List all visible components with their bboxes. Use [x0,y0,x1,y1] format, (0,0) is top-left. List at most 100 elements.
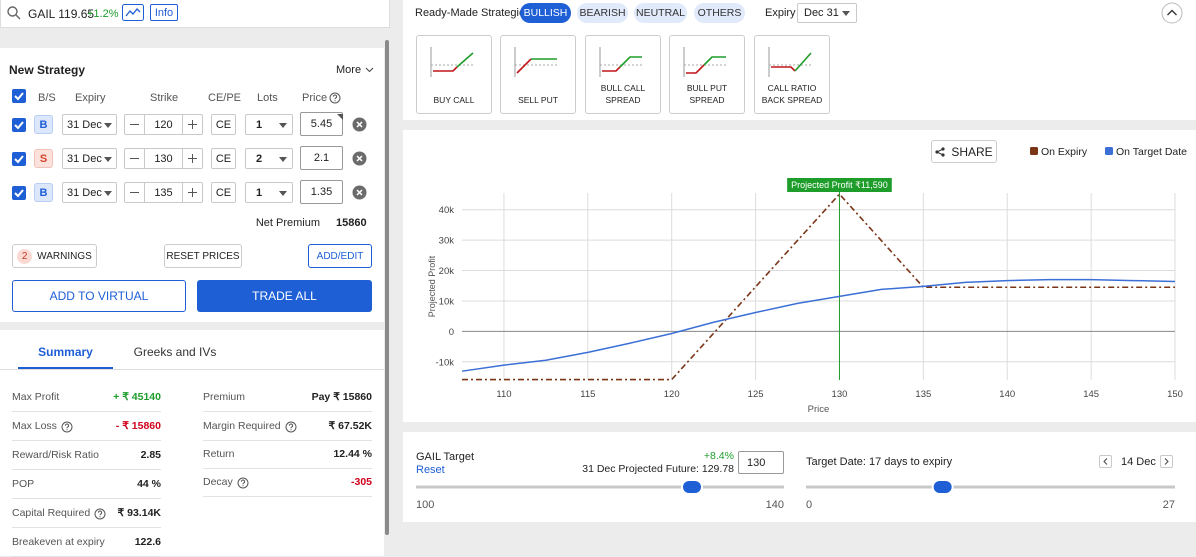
reset-prices-button[interactable]: RESET PRICES [164,244,242,268]
projection-label: Projected Profit ₹11,590 [791,180,888,190]
summary-label: Breakeven at expiry [12,536,105,548]
net-premium-label: Net Premium [255,217,320,229]
price-input[interactable]: 2.1 [300,146,343,170]
info-button[interactable]: Info [150,4,178,21]
strategy-name: CALL RATIO BACK SPREAD [761,83,823,105]
trade-all-button[interactable]: TRADE ALL [197,280,372,312]
help-dot [99,516,101,518]
plus-icon [188,120,197,129]
caret [842,11,850,16]
side-badge[interactable]: S [34,149,53,168]
minus-button[interactable] [124,148,145,169]
y-axis-label: Projected Profit [427,255,437,317]
strike-input[interactable]: 130 [144,148,183,169]
summary-label: Margin Required [203,420,281,432]
remove-x [356,189,363,196]
scrollbar [385,40,389,535]
reset-link[interactable]: Reset [416,464,445,476]
lens [7,6,18,17]
plus-button[interactable] [182,182,203,203]
checkmark [14,121,24,130]
summary-value: ₹ 67.52K [328,420,372,432]
expiry-select[interactable]: 31 Dec [62,182,117,203]
side-badge[interactable]: B [34,183,53,202]
summary-value: Pay ₹ 15860 [311,391,372,403]
checkbox [12,89,26,103]
greeks-tab[interactable]: Greeks and IVs [133,345,217,359]
strategy-name: BULL CALL SPREAD [600,83,646,105]
help-circle [237,477,249,489]
price-input[interactable]: 5.45 [300,112,343,136]
search-icon [7,6,21,20]
side-badge[interactable]: B [34,115,53,134]
strike-input[interactable]: 135 [144,182,183,203]
series-line [461,278,1176,372]
plus-button[interactable] [182,114,203,135]
lots-select[interactable]: 2 [245,148,293,169]
strategy-card[interactable]: BUY CALL [416,35,492,114]
help-icon [329,92,341,104]
summary-divider [12,440,161,441]
date-step[interactable] [1099,455,1112,468]
strategy-card[interactable]: BULL CALL SPREAD [585,35,661,114]
minus-button[interactable] [124,114,145,135]
strategy-card[interactable]: SELL PUT [500,35,576,114]
summary-value: 122.6 [134,536,161,548]
option-type[interactable]: CE [211,148,236,169]
add-to-virtual-button[interactable]: ADD TO VIRTUAL [12,280,186,312]
expiry-label: Expiry [765,7,796,19]
more-menu[interactable]: More [336,64,362,76]
add-edit-button[interactable]: ADD/EDIT [308,244,372,268]
option-type[interactable]: CE [211,182,236,203]
x-tick-label: 145 [1083,389,1099,400]
minus-button[interactable] [124,182,145,203]
share-button[interactable]: SHARE [931,140,997,163]
dropdown-caret [279,123,287,128]
date-step[interactable] [1160,455,1173,468]
lots-select[interactable]: 1 [245,114,293,135]
summary-label: Max Loss [12,420,57,432]
filter-pill[interactable]: BEARISH [577,3,628,23]
help-dot [334,100,336,102]
summary-tab[interactable]: Summary [38,345,93,359]
filter-pill[interactable]: NEUTRAL [634,3,687,23]
target-slider[interactable] [406,477,794,497]
chevron [365,67,374,73]
leg-header: CE/PE [208,92,242,104]
price-input[interactable]: 1.35 [300,180,343,204]
x-tick-label: 110 [496,389,511,400]
filter-pill[interactable]: BULLISH [520,3,571,23]
warnings-text: WARNINGS [37,250,92,262]
strategy-icon [430,47,475,77]
summary-label: Decay [203,476,233,488]
expiry-select[interactable]: 31 Dec [62,148,117,169]
lots-select[interactable]: 1 [245,182,293,203]
caret [279,191,287,196]
date-slider[interactable] [796,477,1185,497]
expiry-select[interactable]: 31 Dec [62,114,117,135]
option-type[interactable]: CE [211,114,236,135]
filter-pill[interactable]: OTHERS [694,3,745,23]
target-input[interactable]: 130 [738,451,784,474]
help-circle [285,421,297,433]
summary-value: - ₹ 15860 [115,420,161,432]
x-tick-label: 140 [999,389,1015,400]
dropdown-caret [279,191,287,196]
x-tick-label: 125 [748,389,764,400]
strategy-card[interactable]: BULL PUT SPREAD [669,35,745,114]
strike-input[interactable]: 120 [144,114,183,135]
expiry-select[interactable]: Dec 31 [797,3,857,23]
share-text: SHARE [951,144,993,159]
plus-button[interactable] [182,148,203,169]
help-mark [240,479,246,485]
strategy-card[interactable]: CALL RATIO BACK SPREAD [754,35,830,114]
chart-button-icon [125,8,141,17]
warnings-button[interactable]: 2 WARNINGS [12,244,97,268]
handle [15,14,21,20]
strategy-icon [768,47,813,77]
caret [279,157,287,162]
summary-divider [203,411,372,412]
y-tick-label: 40k [439,205,455,216]
price-edited-flag [337,114,343,120]
checkbox-box [12,186,26,200]
